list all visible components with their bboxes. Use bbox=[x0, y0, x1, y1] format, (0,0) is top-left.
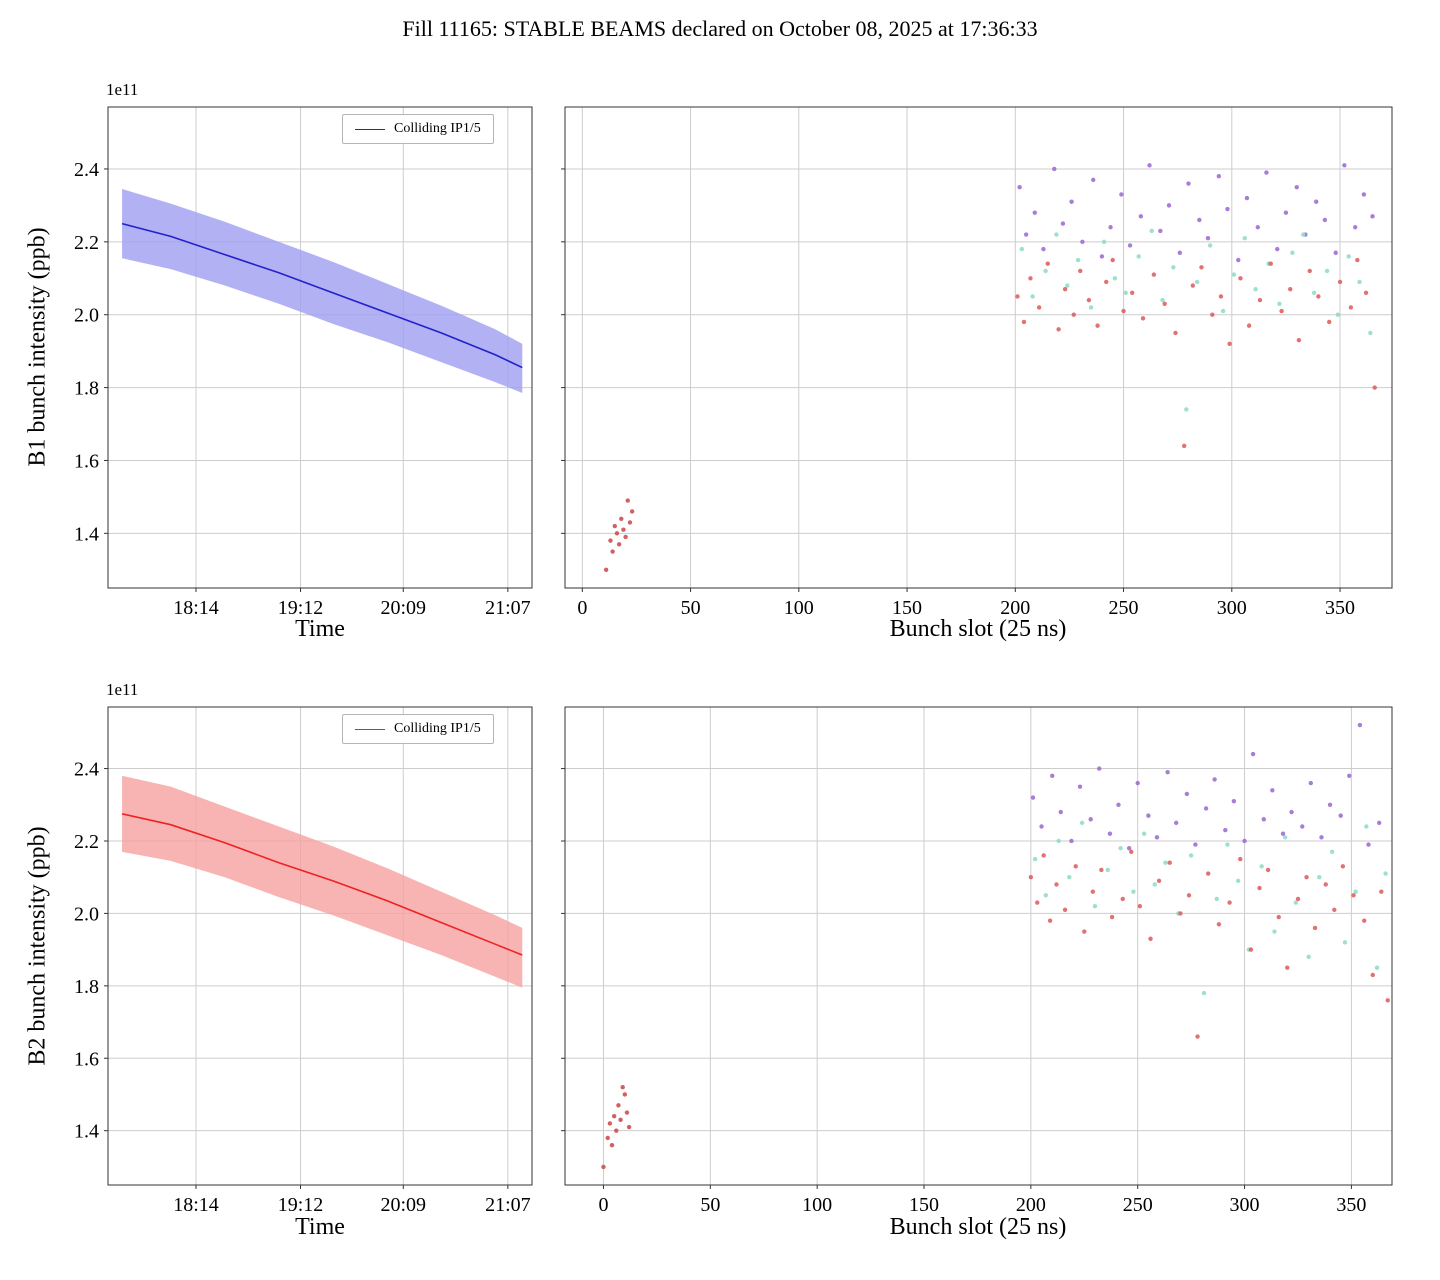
svg-text:300: 300 bbox=[1217, 597, 1247, 619]
b2-time-xlabel: Time bbox=[295, 1214, 345, 1240]
svg-text:19:12: 19:12 bbox=[278, 597, 324, 619]
axis-ticks: 0 50 100 150 200 250 300 350 bbox=[561, 768, 1366, 1216]
uncertainty-band bbox=[122, 775, 523, 988]
axes-frame bbox=[107, 106, 533, 589]
svg-text:20:09: 20:09 bbox=[381, 597, 427, 619]
svg-text:1.4: 1.4 bbox=[74, 523, 99, 545]
gridlines bbox=[108, 707, 532, 1185]
svg-text:1.6: 1.6 bbox=[74, 1048, 99, 1070]
axes-frame bbox=[564, 706, 1393, 1186]
svg-text:200: 200 bbox=[1000, 597, 1030, 619]
svg-text:2.0: 2.0 bbox=[74, 903, 99, 925]
legend-line-sample bbox=[355, 728, 385, 730]
uncertainty-band bbox=[122, 188, 523, 394]
b1-legend-label: Colliding IP1/5 bbox=[394, 121, 481, 136]
gridlines bbox=[565, 707, 1392, 1185]
b2-legend: Colliding IP1/5 bbox=[342, 714, 494, 744]
axis-ticks: 18:14 19:12 20:09 21:07 1.4 1.6 1.8 2.0 2.2 2.4 bbox=[74, 159, 531, 619]
svg-text:2.0: 2.0 bbox=[74, 305, 99, 327]
b1-slot-xlabel: Bunch slot (25 ns) bbox=[889, 616, 1067, 642]
scatter-series-noncolliding-low-slots bbox=[603, 498, 635, 572]
svg-text:2.4: 2.4 bbox=[74, 159, 99, 181]
axis-ticks: 18:14 19:12 20:09 21:07 1.4 1.6 1.8 2.0 2.2 2.4 bbox=[74, 759, 531, 1216]
data-layer bbox=[603, 163, 1377, 572]
svg-text:21:07: 21:07 bbox=[485, 1194, 531, 1216]
svg-text:300: 300 bbox=[1230, 1194, 1260, 1216]
b1-time-xlabel: Time bbox=[295, 616, 345, 642]
svg-text:100: 100 bbox=[784, 597, 814, 619]
svg-text:19:12: 19:12 bbox=[278, 1194, 324, 1216]
svg-text:50: 50 bbox=[681, 597, 701, 619]
b1-ylabel: B1 bunch intensity (ppb) bbox=[24, 227, 51, 467]
scatter-series-colliding-group-a bbox=[1017, 163, 1375, 263]
svg-text:150: 150 bbox=[892, 597, 922, 619]
b2-legend-label: Colliding IP1/5 bbox=[394, 721, 481, 736]
b2-ylabel: B2 bunch intensity (ppb) bbox=[24, 826, 51, 1066]
svg-text:100: 100 bbox=[802, 1194, 832, 1216]
scatter-series-colliding-group-c bbox=[1015, 257, 1377, 449]
svg-text:0: 0 bbox=[577, 597, 587, 619]
chart-title: Fill 11165: STABLE BEAMS declared on Oct… bbox=[402, 16, 1038, 41]
svg-text:150: 150 bbox=[909, 1194, 939, 1216]
data-layer bbox=[121, 188, 523, 394]
svg-text:200: 200 bbox=[1016, 1194, 1046, 1216]
svg-text:2.2: 2.2 bbox=[74, 232, 99, 254]
svg-text:0: 0 bbox=[598, 1194, 608, 1216]
svg-text:20:09: 20:09 bbox=[381, 1194, 427, 1216]
svg-text:350: 350 bbox=[1325, 597, 1355, 619]
mean-intensity-line bbox=[121, 813, 523, 956]
data-layer bbox=[601, 722, 1390, 1170]
mean-intensity-line bbox=[121, 222, 523, 369]
svg-text:250: 250 bbox=[1109, 597, 1139, 619]
svg-text:1.8: 1.8 bbox=[74, 976, 99, 998]
svg-text:1.8: 1.8 bbox=[74, 378, 99, 400]
svg-text:250: 250 bbox=[1123, 1194, 1153, 1216]
b2-slot-xlabel: Bunch slot (25 ns) bbox=[889, 1214, 1067, 1240]
axis-ticks: 0 50 100 150 200 250 300 350 bbox=[561, 168, 1355, 619]
svg-text:1.6: 1.6 bbox=[74, 450, 99, 472]
axes-frame bbox=[107, 706, 533, 1186]
scatter-series-colliding-group-a bbox=[1030, 722, 1382, 851]
b1-legend: Colliding IP1/5 bbox=[342, 114, 494, 144]
scatter-series-colliding-group-b bbox=[1032, 820, 1388, 996]
scatter-series-colliding-group-c bbox=[1028, 849, 1390, 1039]
svg-text:21:07: 21:07 bbox=[485, 597, 531, 619]
gridlines bbox=[108, 107, 532, 588]
svg-text:2.2: 2.2 bbox=[74, 831, 99, 853]
scatter-series-noncolliding-low-slots bbox=[601, 1085, 632, 1170]
svg-text:50: 50 bbox=[700, 1194, 720, 1216]
svg-text:18:14: 18:14 bbox=[173, 597, 219, 619]
data-layer bbox=[121, 775, 523, 988]
svg-text:1.4: 1.4 bbox=[74, 1121, 99, 1143]
svg-text:18:14: 18:14 bbox=[173, 1194, 219, 1216]
b1-offset-label: 1e11 bbox=[106, 80, 139, 99]
svg-text:2.4: 2.4 bbox=[74, 759, 99, 781]
b2-offset-label: 1e11 bbox=[106, 680, 139, 699]
gridlines bbox=[565, 107, 1392, 588]
svg-text:350: 350 bbox=[1336, 1194, 1366, 1216]
scatter-series-colliding-group-b bbox=[1019, 228, 1373, 412]
legend-line-sample bbox=[355, 128, 385, 130]
axes-frame bbox=[564, 106, 1393, 589]
